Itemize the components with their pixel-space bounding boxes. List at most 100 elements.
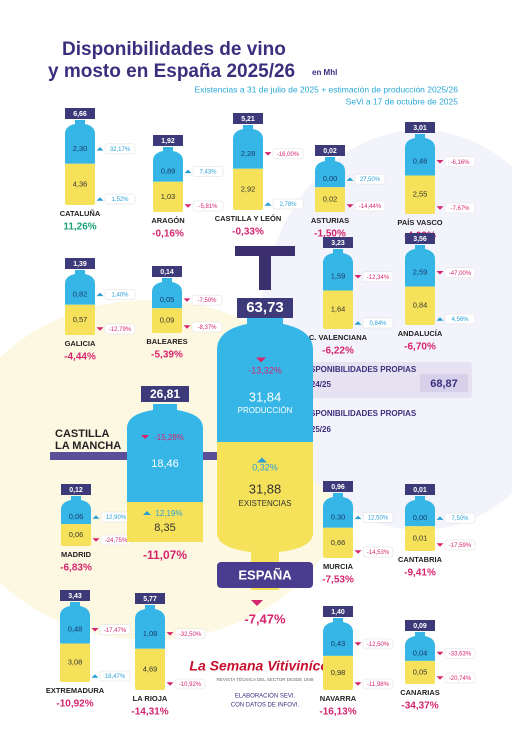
region-total-change: -0,33% xyxy=(232,227,264,238)
change-arrow xyxy=(346,204,354,208)
change-label: -6,16% xyxy=(450,160,470,166)
stock-value: 1,03 xyxy=(161,192,176,201)
clm-name: CASTILLA xyxy=(55,428,109,440)
change-arrow xyxy=(436,516,444,520)
bottle-production xyxy=(323,631,353,656)
spain-band xyxy=(217,562,313,588)
bottle-stock xyxy=(323,527,353,558)
region-total: 0,09 xyxy=(413,623,427,630)
change-label: -7,67% xyxy=(450,206,470,212)
region-name: PAÍS VASCO xyxy=(397,218,442,227)
region-total-change: -6,83% xyxy=(60,563,92,574)
region-total-change: -6,22% xyxy=(322,346,354,357)
bottle-stock xyxy=(405,526,435,551)
change-arrow xyxy=(436,543,444,547)
change-arrow xyxy=(143,511,151,515)
bottle-neck xyxy=(217,318,313,350)
total-box xyxy=(233,113,263,124)
stock-value: 2,55 xyxy=(413,190,428,199)
change-label: -47,00% xyxy=(449,271,472,277)
bottle-production xyxy=(233,138,263,169)
change-label: -33,63% xyxy=(449,652,472,658)
stock-value: 0,84 xyxy=(413,301,428,310)
change-badge xyxy=(104,193,136,205)
change-arrow xyxy=(264,202,272,206)
change-badge xyxy=(104,289,136,300)
availability-box xyxy=(420,374,468,392)
change-arrow xyxy=(91,628,99,632)
bottle-production xyxy=(405,645,435,661)
region-total: 3,56 xyxy=(413,236,427,243)
stock-value: 0,05 xyxy=(413,667,428,676)
change-label: 0,32% xyxy=(252,462,278,472)
change-badge xyxy=(354,173,386,185)
region-name: ANDALUCÍA xyxy=(398,329,443,338)
change-arrow xyxy=(354,682,362,686)
region-total-change: -5,39% xyxy=(151,350,183,361)
bottle-production xyxy=(315,170,345,188)
bottle-stock xyxy=(127,502,203,542)
bottle-production xyxy=(323,506,353,528)
change-badge xyxy=(444,156,476,167)
region-total-change: -16,13% xyxy=(319,707,356,718)
total-box xyxy=(61,484,91,495)
region-total: 1,39 xyxy=(73,261,87,268)
stock-value: 1,64 xyxy=(331,305,346,314)
production-value: 0,46 xyxy=(413,157,428,166)
bottle-neck xyxy=(323,618,353,632)
change-label: 12,19% xyxy=(155,509,182,518)
bottle-stock xyxy=(405,175,435,214)
total-box xyxy=(237,298,293,318)
region-name: C. VALENCIANA xyxy=(309,333,368,342)
availability-label: DISPONIBILIDADES PROPIAS xyxy=(302,365,417,374)
bottle-stock xyxy=(315,187,345,212)
bottle-production xyxy=(65,283,95,305)
production-value: 0,05 xyxy=(160,295,175,304)
region-total-change: -10,92% xyxy=(56,699,93,710)
change-badge xyxy=(444,539,476,551)
bottle-stock xyxy=(65,304,95,335)
change-label: -8,37% xyxy=(197,325,217,331)
region-total-change: -34,37% xyxy=(401,701,438,712)
change-label: -12,34% xyxy=(367,275,390,281)
bottle-production xyxy=(405,509,435,527)
change-arrow xyxy=(166,632,174,636)
bottle-neck xyxy=(233,125,263,139)
region-name: GALICIA xyxy=(65,339,96,348)
change-badge xyxy=(444,313,476,325)
bottle-stock xyxy=(65,163,95,205)
bottle-neck xyxy=(127,404,203,428)
region-name: LA RIOJA xyxy=(133,694,168,703)
total-box xyxy=(152,266,182,277)
stock-value: 0,09 xyxy=(160,316,175,325)
production-value: 0,04 xyxy=(413,648,428,657)
change-label: 4,56% xyxy=(451,317,469,323)
total-box xyxy=(141,386,189,402)
change-label: -14,44% xyxy=(359,204,382,210)
credit: ELABORACIÓN SEVI. xyxy=(235,693,296,700)
bottle-stock xyxy=(153,181,183,212)
change-label: -17,59% xyxy=(449,543,472,549)
bg-shape xyxy=(260,130,512,530)
region-name: CANTABRIA xyxy=(398,555,443,564)
change-label: -20,74% xyxy=(449,676,472,682)
change-arrow xyxy=(96,147,104,151)
change-label: -24,75% xyxy=(105,538,128,544)
change-badge xyxy=(272,148,304,160)
bottle-bottom-neck xyxy=(217,533,313,590)
bottle-production xyxy=(323,262,353,291)
bottle-production xyxy=(60,615,90,644)
change-label: 32,17% xyxy=(110,147,131,153)
change-arrow xyxy=(354,321,362,325)
spain-name: ESPAÑA xyxy=(238,567,292,582)
region-total: 5,77 xyxy=(143,596,157,603)
stock-value: 31,88 xyxy=(249,481,282,496)
change-badge xyxy=(99,670,131,682)
total-box xyxy=(323,481,353,492)
change-label: -5,81% xyxy=(198,204,218,210)
clm-total: 26,81 xyxy=(150,387,180,401)
change-badge xyxy=(362,546,394,558)
bottle-neck xyxy=(315,157,345,171)
